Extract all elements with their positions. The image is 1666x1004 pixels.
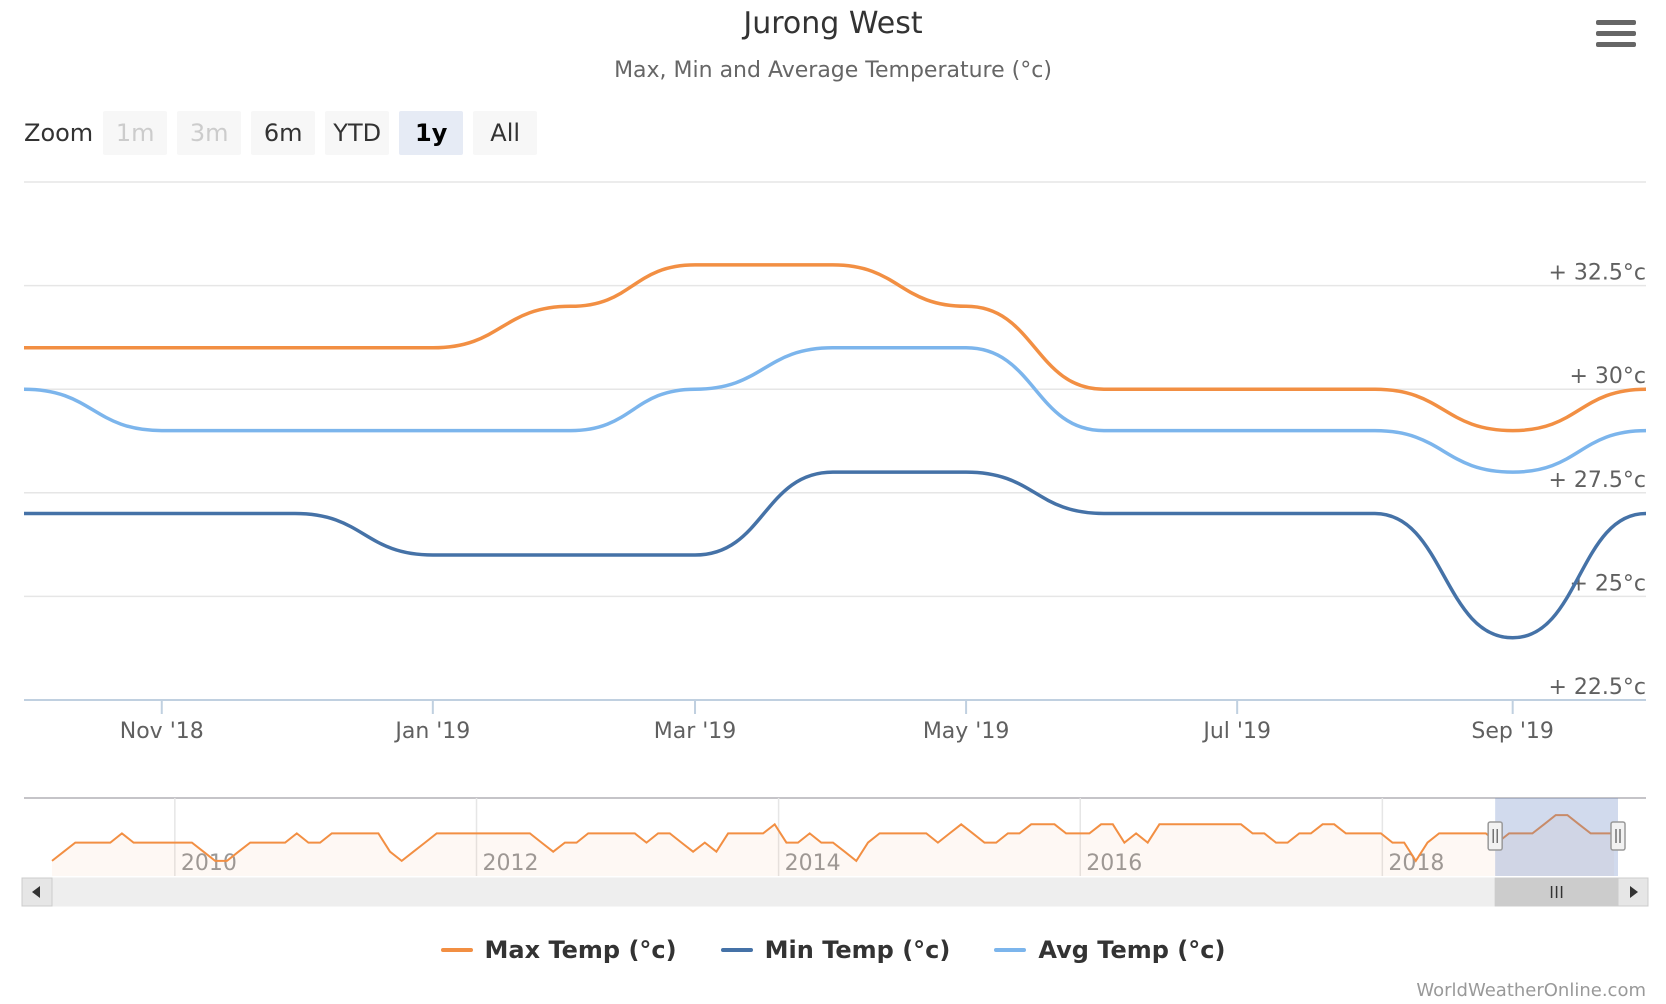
zoom-button-1y[interactable]: 1y	[399, 111, 464, 155]
grid-lines	[24, 181, 1646, 701]
navigator-series-line	[51, 814, 1614, 863]
navigator-right-handle[interactable]	[1610, 821, 1626, 851]
x-tick-label: Nov '18	[120, 719, 204, 744]
series-line-min-temp	[24, 470, 1647, 640]
legend-item-avg-temp[interactable]: Avg Temp (°c)	[994, 936, 1225, 964]
navigator: 2010 2012 2014 2016 2018	[21, 797, 1649, 907]
navigator-selected-range	[1495, 798, 1618, 876]
right-arrow-glyph	[1630, 886, 1638, 898]
zoom-button-6m[interactable]: 6m	[251, 111, 316, 155]
y-tick-label: + 32.5°c	[1548, 261, 1646, 286]
scrollbar-thumb[interactable]	[1494, 877, 1619, 907]
series-lines	[23, 263, 1647, 640]
left-arrow-glyph	[32, 886, 40, 898]
y-tick-label: + 22.5°c	[1548, 675, 1646, 700]
x-tick-label: Sep '19	[1471, 719, 1554, 744]
legend-label-avg-temp: Avg Temp (°c)	[1038, 936, 1226, 964]
hamburger-menu-icon[interactable]	[1596, 20, 1636, 56]
series-line-max-temp	[24, 263, 1647, 433]
series-line-avg-temp	[23, 346, 1647, 474]
legend-swatch-avg-temp	[994, 948, 1027, 952]
zoom-button-ytd[interactable]: YTD	[325, 111, 390, 155]
navigator-year-label: 2016	[1086, 851, 1142, 876]
y-tick-label: + 30°c	[1569, 364, 1646, 389]
navigator-left-handle[interactable]	[1487, 821, 1503, 851]
scrollbar-track	[21, 877, 1649, 907]
x-axis: Nov '18 Jan '19 Mar '19 May '19 Jul '19 Sep '…	[24, 699, 1646, 744]
navigator-series-area	[52, 815, 1614, 876]
chart-title: Jurong West	[743, 6, 923, 41]
credits-link[interactable]: WorldWeatherOnline.com	[1416, 980, 1646, 1001]
legend-item-min-temp[interactable]: Min Temp (°c)	[720, 936, 951, 964]
zoom-label: Zoom	[24, 119, 94, 147]
navigator-year-label: 2012	[483, 851, 539, 876]
x-tick-label: Jul '19	[1201, 719, 1271, 744]
zoom-button-3m[interactable]: 3m	[177, 111, 242, 155]
legend-label-max-temp: Max Temp (°c)	[484, 936, 677, 964]
legend-swatch-max-temp	[440, 948, 473, 952]
legend-item-max-temp[interactable]: Max Temp (°c)	[440, 936, 677, 964]
y-axis-labels: + 22.5°c + 25°c + 27.5°c + 30°c + 32.5°c	[1548, 261, 1646, 700]
navigator-year-label: 2018	[1388, 851, 1444, 876]
navigator-background	[24, 798, 1646, 876]
zoom-button-all[interactable]: All	[473, 111, 538, 155]
zoom-button-1m[interactable]: 1m	[103, 111, 168, 155]
x-tick-label: Jan '19	[393, 719, 470, 744]
chart-subtitle: Max, Min and Average Temperature (°c)	[614, 58, 1052, 83]
legend: Max Temp (°c) Min Temp (°c) Avg Temp (°c…	[0, 936, 1666, 964]
legend-swatch-min-temp	[720, 948, 753, 952]
navigator-year-label: 2014	[785, 851, 841, 876]
y-tick-label: + 25°c	[1569, 571, 1646, 596]
legend-label-min-temp: Min Temp (°c)	[764, 936, 951, 964]
x-tick-label: May '19	[923, 719, 1010, 744]
zoom-selector: Zoom 1m 3m 6m YTD 1y All	[24, 110, 547, 156]
x-tick-label: Mar '19	[654, 719, 737, 744]
y-tick-label: + 27.5°c	[1548, 468, 1646, 493]
